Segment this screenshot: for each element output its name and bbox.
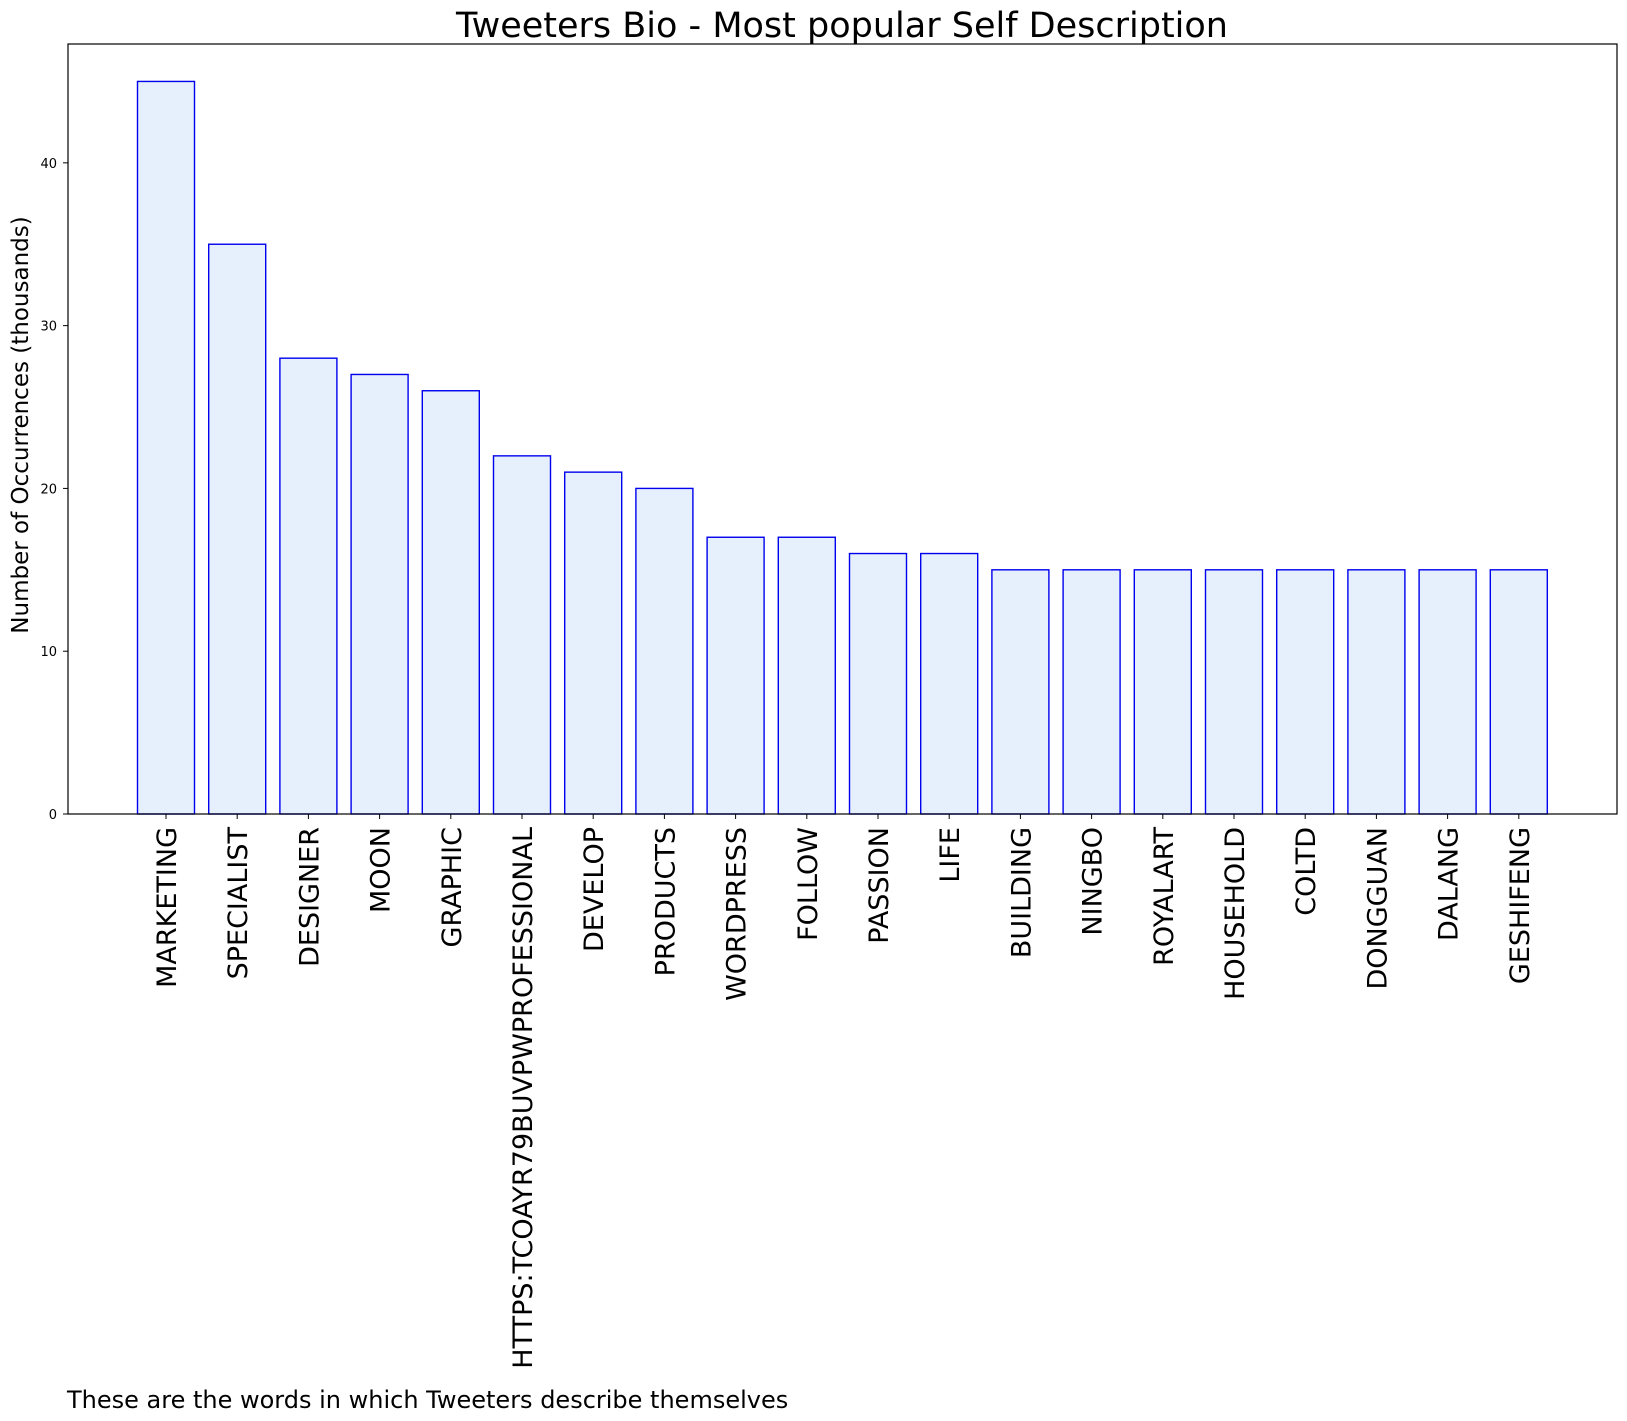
x-tick-label: FOLLOW xyxy=(793,827,824,941)
x-tick-label: NINGBO xyxy=(1078,827,1109,936)
x-tick-label: DALANG xyxy=(1434,827,1465,941)
bar-https-tcoayr79buvpwprofessional xyxy=(492,455,552,815)
bar-geshifeng xyxy=(1489,569,1549,815)
bar-coltd xyxy=(1275,569,1335,815)
y-axis: 0 10 20 30 40 xyxy=(40,157,68,823)
x-tick-label: HOUSEHOLD xyxy=(1220,827,1251,1000)
x-tick-label: DONGGUAN xyxy=(1362,827,1393,990)
bar-ningbo xyxy=(1062,569,1121,815)
y-tick-label: 40 xyxy=(40,157,57,172)
x-tick-label: PRODUCTS xyxy=(650,827,681,976)
bar-dalang xyxy=(1418,569,1477,815)
y-tick-label: 30 xyxy=(40,320,57,335)
x-axis: MARKETING SPECIALIST DESIGNER MOON GRAPHIC HT… xyxy=(152,814,1536,1369)
y-axis-label: Number of Occurrences (thousands) xyxy=(8,216,34,633)
bar-products xyxy=(635,487,694,815)
x-tick-label: MOON xyxy=(366,827,397,913)
y-tick-label: 10 xyxy=(40,645,57,660)
bar-building xyxy=(991,569,1050,815)
bar-royalart xyxy=(1133,569,1193,815)
bars-group xyxy=(136,80,1549,815)
bar-moon xyxy=(350,373,409,815)
x-tick-label: PASSION xyxy=(864,827,895,944)
plot-frame xyxy=(67,43,1618,815)
x-tick-label: SPECIALIST xyxy=(223,826,254,979)
bar-passion xyxy=(848,552,908,815)
bar-graphic xyxy=(421,390,480,815)
bar-wordpress xyxy=(706,536,765,815)
chart-caption: These are the words in which Tweeters de… xyxy=(66,1386,788,1414)
y-tick-label: 0 xyxy=(49,808,57,823)
x-tick-label: HTTPS:TCOAYR79BUVPWPROFESSIONAL xyxy=(508,827,539,1369)
x-tick-label: WORDPRESS xyxy=(722,827,753,1001)
bar-specialist xyxy=(207,243,267,815)
bar-develop xyxy=(564,471,623,815)
bar-follow xyxy=(777,536,836,815)
x-tick-label: DEVELOP xyxy=(579,827,610,952)
x-tick-label: COLTD xyxy=(1291,827,1322,916)
chart-title: Tweeters Bio - Most popular Self Descrip… xyxy=(455,6,1228,46)
bar-life xyxy=(920,552,979,815)
bar-marketing xyxy=(136,80,196,815)
y-tick-label: 20 xyxy=(40,482,57,497)
x-tick-label: LIFE xyxy=(935,827,966,883)
x-tick-label: DESIGNER xyxy=(294,827,325,967)
bar-household xyxy=(1204,569,1264,815)
x-tick-label: GESHIFENG xyxy=(1505,827,1536,984)
x-tick-label: ROYALART xyxy=(1149,826,1180,965)
x-tick-label: GRAPHIC xyxy=(437,827,468,947)
x-tick-label: MARKETING xyxy=(152,827,183,988)
x-tick-label: BUILDING xyxy=(1006,827,1037,958)
bar-designer xyxy=(279,357,338,815)
bar-dongguan xyxy=(1347,569,1406,815)
